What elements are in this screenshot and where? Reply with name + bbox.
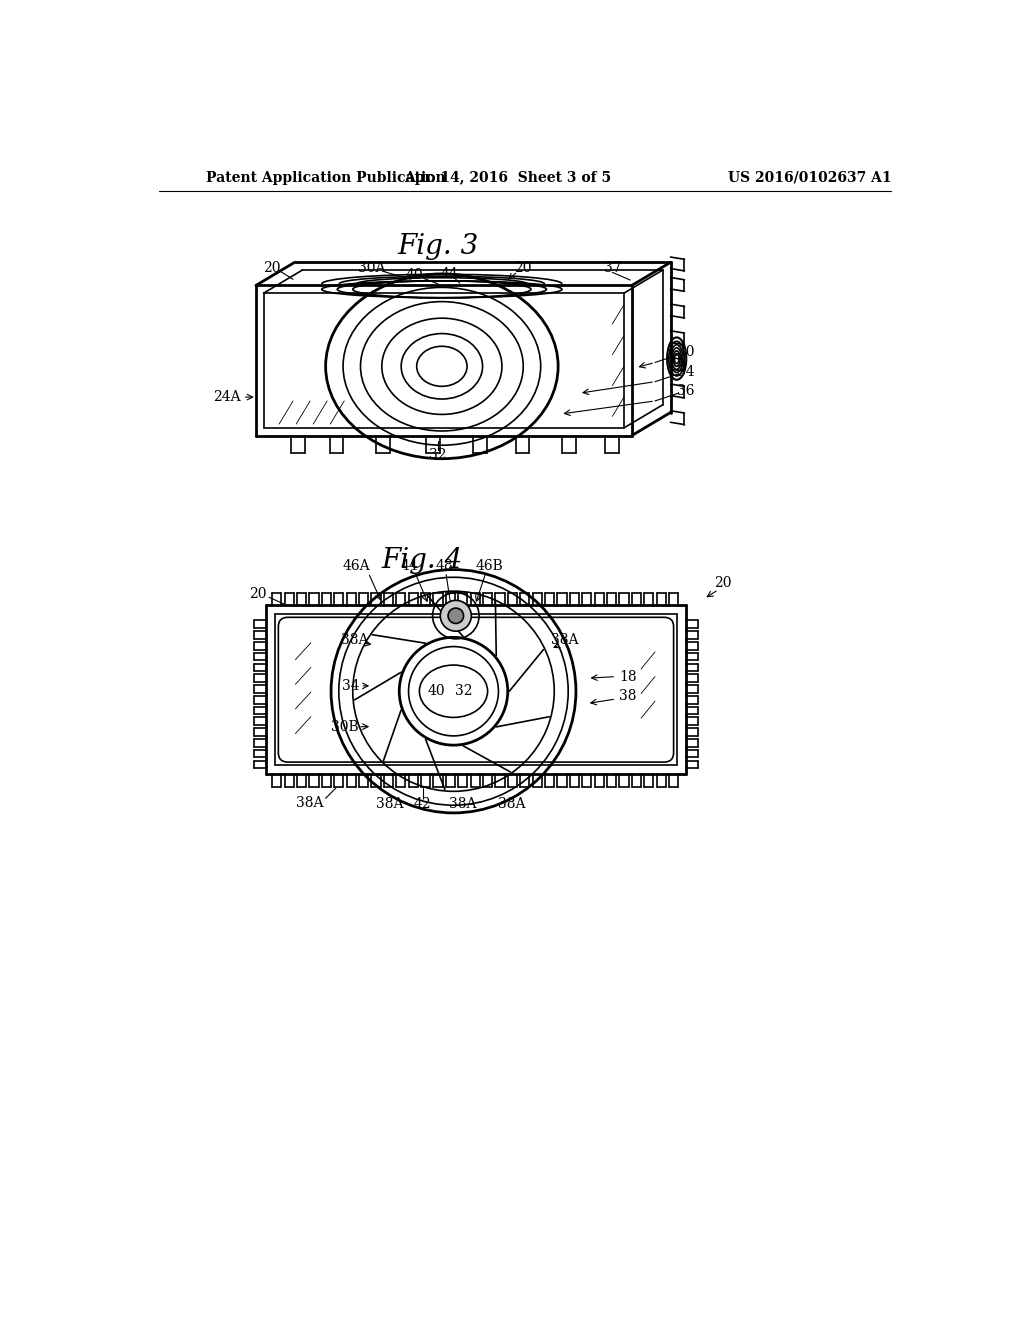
- Text: 24A: 24A: [213, 391, 241, 404]
- Text: 34: 34: [677, 364, 695, 379]
- Text: 38A: 38A: [498, 797, 525, 810]
- Text: US 2016/0102637 A1: US 2016/0102637 A1: [728, 170, 892, 185]
- Text: 44: 44: [400, 560, 418, 573]
- Text: 38A: 38A: [296, 796, 324, 810]
- Text: 20: 20: [514, 261, 532, 275]
- Text: Fig. 4: Fig. 4: [382, 546, 463, 574]
- Text: 18: 18: [620, 669, 637, 684]
- Text: 36: 36: [677, 384, 694, 397]
- Text: 32: 32: [455, 684, 472, 698]
- Text: 38A: 38A: [450, 797, 476, 810]
- Text: 38: 38: [620, 689, 637, 702]
- Text: 42: 42: [414, 797, 431, 810]
- Text: 37: 37: [603, 261, 622, 275]
- Text: 32: 32: [429, 447, 446, 462]
- Text: 46B: 46B: [476, 560, 504, 573]
- Text: 30: 30: [677, 346, 694, 359]
- Text: 44: 44: [440, 267, 459, 281]
- Text: 20: 20: [249, 587, 266, 601]
- Text: Apr. 14, 2016  Sheet 3 of 5: Apr. 14, 2016 Sheet 3 of 5: [404, 170, 611, 185]
- Text: 38A: 38A: [341, 634, 368, 647]
- Text: Fig. 3: Fig. 3: [397, 234, 478, 260]
- Text: 34: 34: [342, 678, 360, 693]
- Text: 20: 20: [262, 261, 281, 275]
- Text: Patent Application Publication: Patent Application Publication: [206, 170, 445, 185]
- Text: 38A: 38A: [376, 797, 403, 810]
- Circle shape: [440, 601, 471, 631]
- Text: 40: 40: [428, 684, 445, 698]
- Text: 38A: 38A: [551, 634, 579, 647]
- Text: 46A: 46A: [343, 560, 371, 573]
- Circle shape: [449, 609, 464, 623]
- Text: 30B: 30B: [331, 719, 358, 734]
- Text: 40: 40: [406, 268, 424, 282]
- Text: 30A: 30A: [358, 261, 386, 275]
- Text: 20: 20: [715, 577, 732, 590]
- Text: 48: 48: [435, 560, 453, 573]
